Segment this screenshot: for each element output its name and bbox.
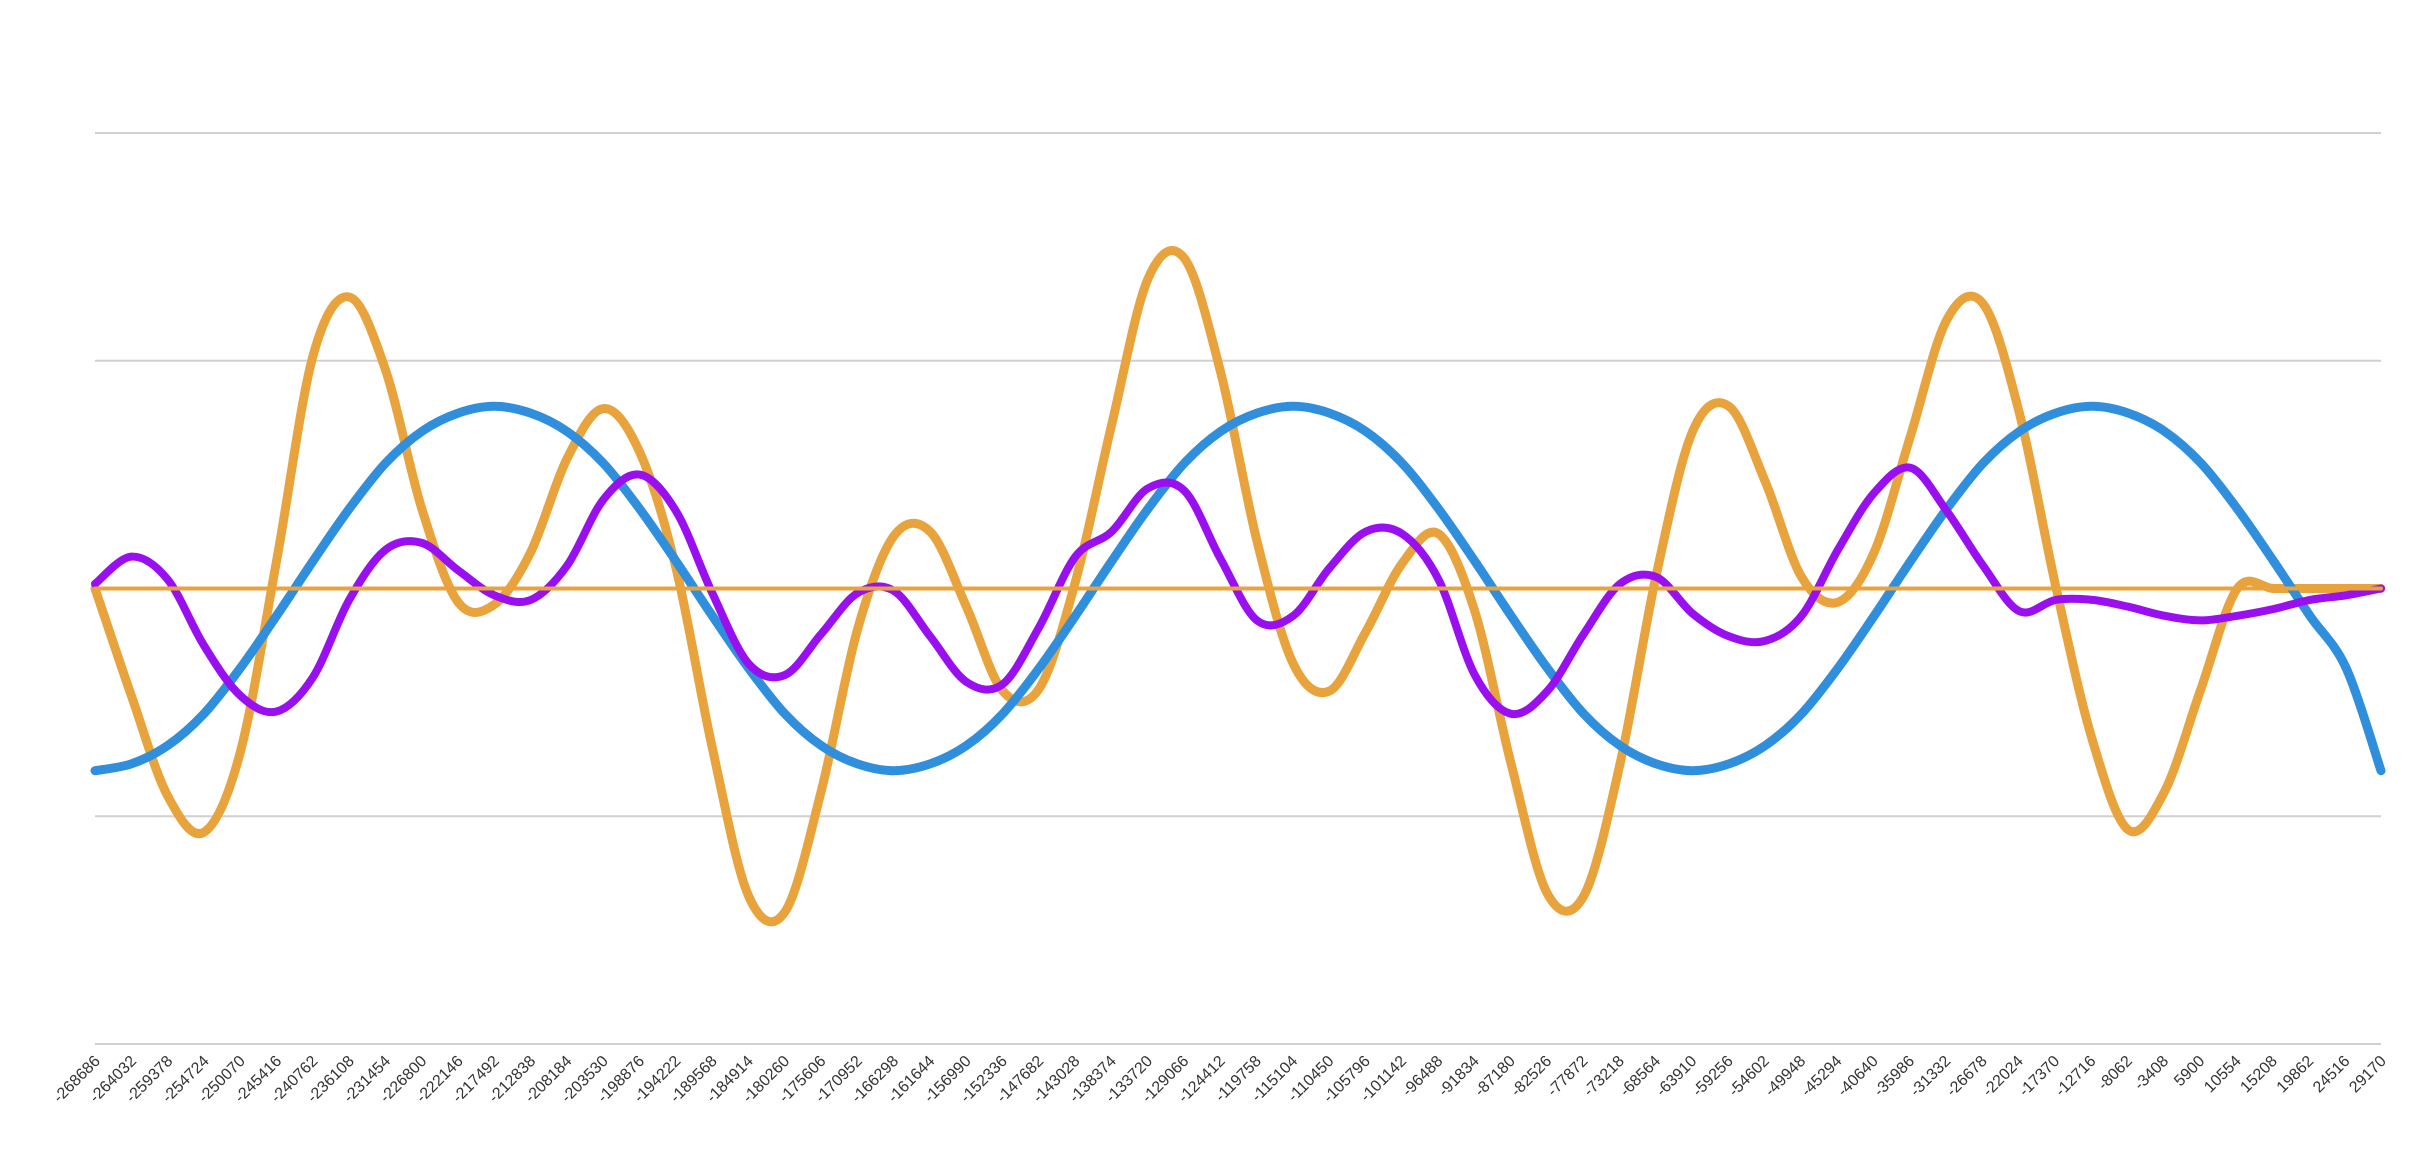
- x-tick-label: 29170: [2346, 1053, 2390, 1097]
- x-tick-label: 15208: [2237, 1053, 2281, 1097]
- x-tick-label: 10554: [2201, 1053, 2245, 1097]
- x-tick-label: 19862: [2274, 1053, 2318, 1097]
- x-axis-tick-labels: -268686-264032-259378-254724-250070-2454…: [50, 1053, 2390, 1107]
- series-lines: [90, 246, 2386, 927]
- series-line-3: [91, 463, 2385, 719]
- series-line-1: [90, 246, 2386, 927]
- series-line-2: [90, 401, 2386, 776]
- x-tick-label: -12716: [2052, 1053, 2099, 1100]
- x-tick-label: 24516: [2310, 1053, 2354, 1097]
- x-tick-label: -3408: [2131, 1053, 2172, 1094]
- x-tick-label: -8062: [2095, 1053, 2136, 1094]
